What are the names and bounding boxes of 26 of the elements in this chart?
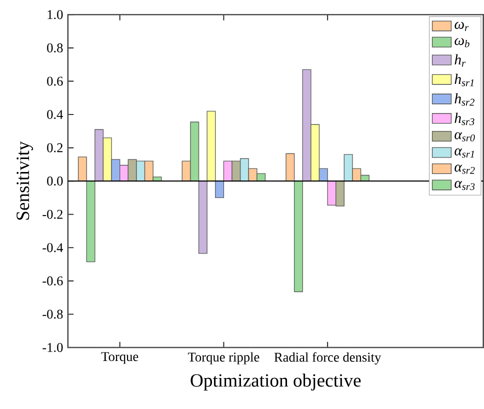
y-tick-label: 0.6 [47, 76, 63, 86]
legend-label: h$_{sr1}$ [454, 74, 474, 86]
legend-label: α$_{sr2}$ [454, 164, 475, 174]
legend-label: α$_{sr3}$ [454, 180, 475, 190]
x-tick-label: Torque ripple [188, 352, 260, 364]
y-tick-label: -0.2 [42, 210, 62, 219]
x-axis-title: Optimization objective [190, 374, 361, 391]
legend-label: α$_{sr1}$ [454, 148, 474, 158]
y-tick-label: -0.8 [42, 310, 63, 319]
y-tick-label: 1.0 [48, 10, 63, 20]
legend-label: h$_{r}$ [454, 54, 466, 67]
y-tick-label: 0.4 [47, 110, 63, 120]
y-tick-label: -0.4 [42, 243, 63, 252]
y-axis-title: Sensitivity [16, 141, 33, 220]
y-tick-label: -0.6 [42, 276, 63, 286]
legend-label: α$_{sr0}$ [454, 132, 475, 142]
x-tick-label: Torque [101, 352, 138, 364]
legend-label: h$_{sr2}$ [454, 93, 474, 106]
legend-label: h$_{sr3}$ [454, 112, 474, 126]
y-tick-label: 0.8 [47, 44, 63, 53]
y-tick-label: 0.2 [47, 143, 62, 152]
y-tick-label: -1.0 [42, 343, 63, 352]
legend-label: ω$_{b}$ [454, 38, 470, 48]
legend-label: ω$_{r}$ [454, 22, 469, 32]
x-tick-label: Radial force density [274, 352, 382, 365]
y-tick-label: 0.0 [47, 176, 63, 186]
